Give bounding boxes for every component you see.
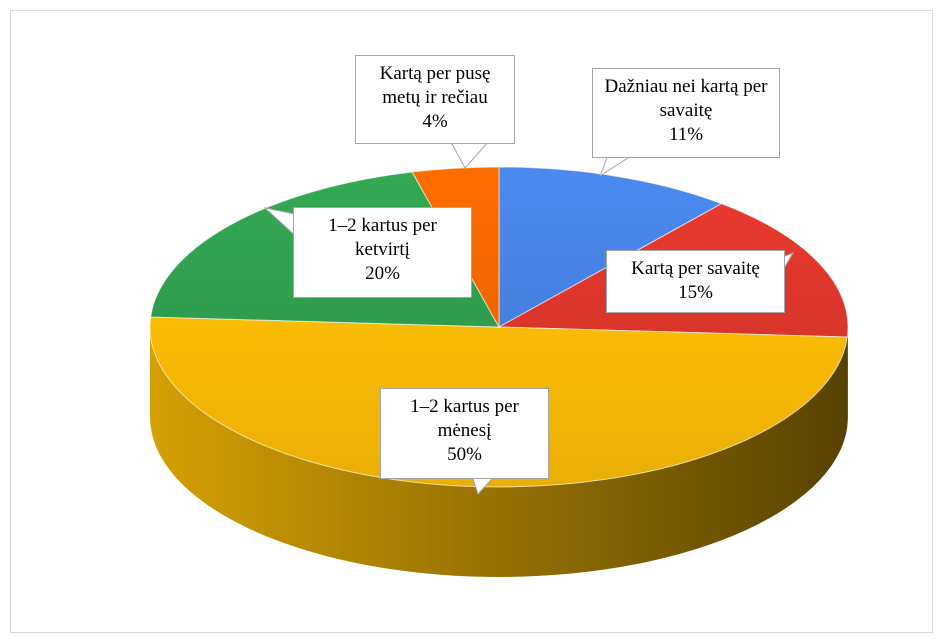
- category-label: Kartą per savaitę: [631, 258, 760, 279]
- category-label: 1–2 kartus per mėnesį: [410, 396, 519, 441]
- data-value: 20%: [365, 263, 400, 284]
- category-label: Dažniau nei kartą per savaitę: [604, 76, 768, 121]
- data-value: 15%: [678, 282, 713, 303]
- data-value: 11%: [668, 124, 704, 145]
- data-value: 4%: [422, 111, 448, 132]
- data-value: 50%: [447, 444, 482, 465]
- data-label: 1–2 kartus per mėnesį 50%: [380, 388, 549, 479]
- data-label: Dažniau nei kartą per savaitę 11%: [592, 68, 780, 158]
- data-label: Kartą per savaitę 15%: [606, 250, 785, 313]
- category-label: 1–2 kartus per ketvirtį: [328, 215, 437, 260]
- data-label: Kartą per pusę metų ir rečiau 4%: [355, 55, 515, 144]
- data-label: 1–2 kartus per ketvirtį 20%: [293, 207, 472, 298]
- pie-slice: [498, 166, 723, 328]
- pie-side: [150, 327, 848, 577]
- category-label: Kartą per pusę metų ir rečiau: [379, 63, 491, 108]
- pie-side: [847, 327, 848, 428]
